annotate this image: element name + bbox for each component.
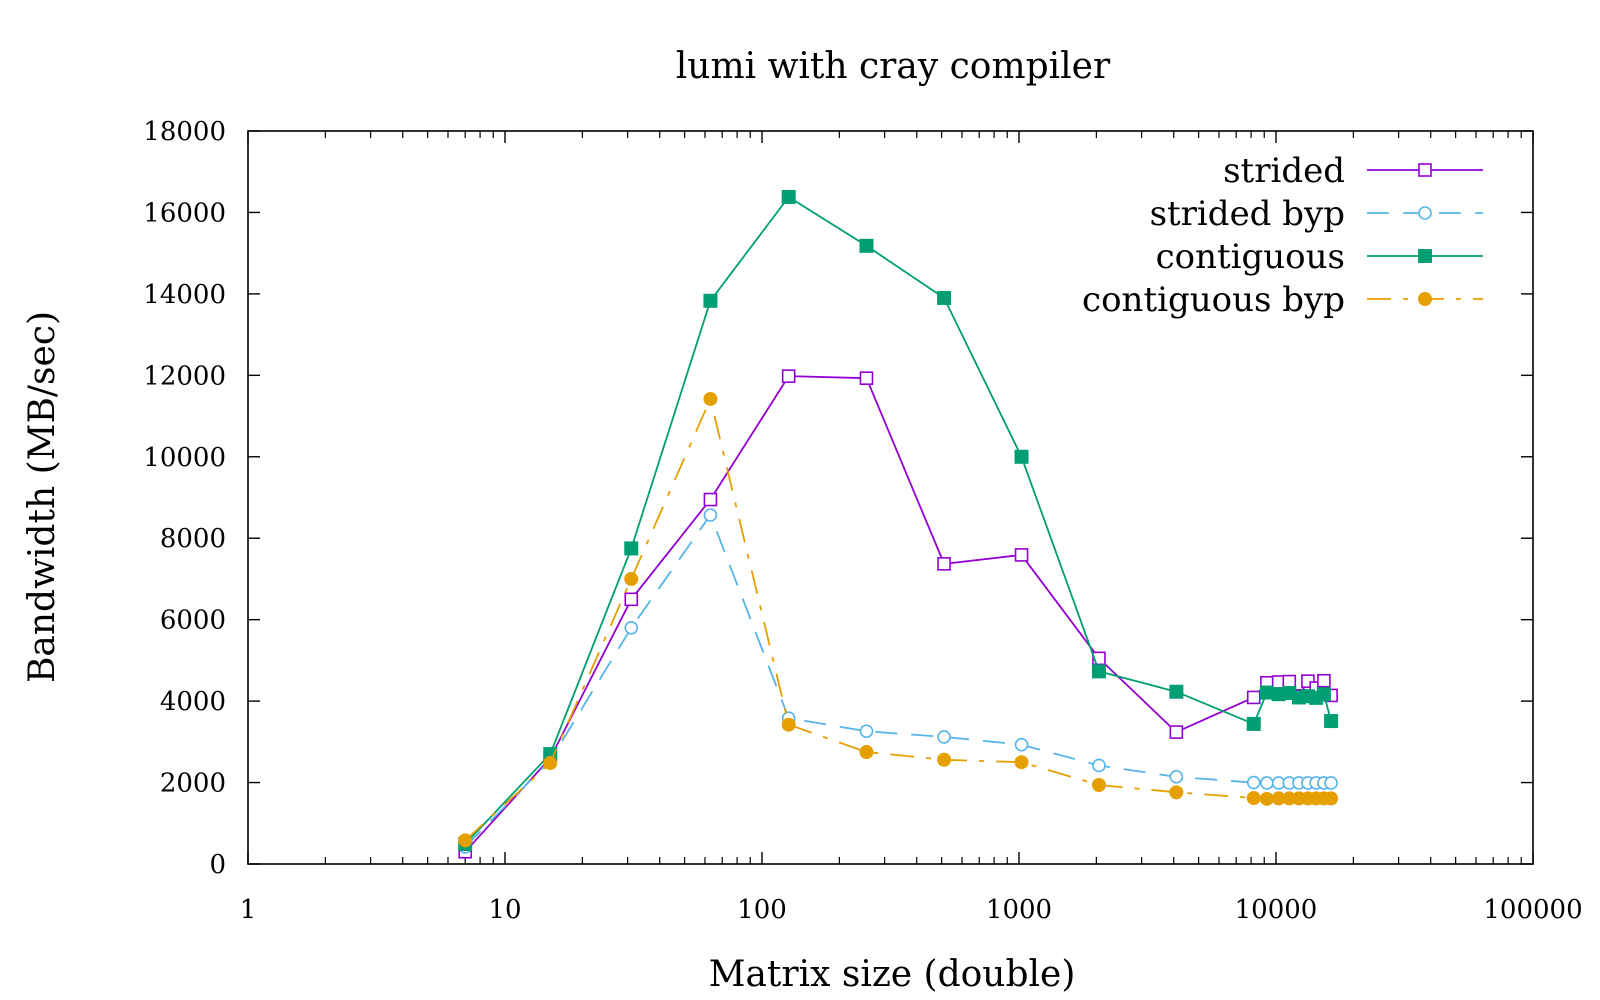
data-point-contiguous-byp: [458, 833, 473, 848]
data-point-strided: [1169, 725, 1184, 739]
data-point-contiguous-byp: [1091, 777, 1106, 792]
y-tick-label: 4000: [160, 687, 226, 717]
legend-marker-contiguous-byp: [1418, 292, 1432, 306]
axis-ticks: [247, 130, 1534, 865]
data-point-contiguous-byp: [703, 391, 718, 406]
y-tick-label: 16000: [143, 198, 226, 228]
data-point-contiguous-byp: [1169, 785, 1184, 800]
data-point-contiguous: [1091, 664, 1106, 679]
data-point-strided: [859, 371, 874, 385]
data-point-contiguous-byp: [543, 756, 558, 771]
data-point-strided-byp: [1324, 776, 1338, 790]
data-point-strided-byp: [859, 724, 874, 739]
series-layer: [458, 189, 1339, 859]
data-point-contiguous: [624, 541, 639, 556]
chart-title: lumi with cray compiler: [676, 46, 1111, 87]
series-line-strided-byp: [464, 514, 1332, 848]
plot-frame: [247, 130, 1534, 865]
data-point-contiguous-byp: [781, 717, 796, 732]
y-tick-label: 8000: [160, 524, 226, 554]
x-tick-label: 1000: [986, 895, 1052, 925]
data-point-contiguous: [781, 189, 796, 204]
legend-label-strided: strided: [1223, 151, 1345, 191]
data-point-contiguous: [859, 238, 874, 253]
legend-label-strided-byp: strided byp: [1150, 194, 1345, 234]
y-tick-label: 18000: [143, 117, 226, 147]
series-contiguous: [458, 189, 1339, 852]
data-point-contiguous: [1014, 449, 1029, 464]
data-point-contiguous: [1259, 685, 1274, 700]
x-tick-label: 1: [240, 895, 257, 925]
data-point-contiguous: [1246, 716, 1261, 731]
x-tick-label: 100000: [1483, 895, 1582, 925]
data-point-contiguous: [1324, 714, 1339, 729]
x-tick-label: 100: [737, 895, 787, 925]
y-tick-label: 14000: [143, 280, 226, 310]
data-point-strided-byp: [1246, 775, 1261, 790]
legend-label-contiguous-byp: contiguous byp: [1082, 280, 1345, 320]
data-point-contiguous: [1316, 687, 1331, 702]
data-point-strided: [624, 592, 639, 607]
data-point-contiguous-byp: [1014, 755, 1029, 770]
data-point-contiguous-byp: [1259, 791, 1274, 806]
data-point-contiguous-byp: [937, 752, 952, 767]
data-point-strided: [1282, 674, 1297, 689]
data-point-strided-byp: [624, 621, 639, 635]
axis-tick-labels: 0 2000 4000 6000 8000 10000 12000 14000 16000 180…: [143, 117, 1582, 925]
y-tick-label: 12000: [143, 361, 226, 391]
data-point-strided: [1014, 548, 1029, 562]
data-point-strided-byp: [1092, 758, 1106, 773]
data-point-contiguous-byp: [859, 745, 874, 760]
y-tick-label: 0: [209, 850, 226, 880]
data-point-contiguous: [703, 293, 718, 308]
data-point-strided: [1317, 673, 1331, 688]
x-axis-label: Matrix size (double): [709, 954, 1076, 995]
y-axis-label: Bandwidth (MB/sec): [22, 311, 63, 683]
data-point-strided-byp: [1260, 776, 1274, 790]
series-strided-byp: [458, 508, 1338, 854]
data-point-strided-byp: [703, 508, 718, 522]
data-point-strided: [937, 557, 951, 571]
data-point-strided-byp: [937, 730, 951, 744]
data-point-strided-byp: [1169, 770, 1184, 784]
series-strided: [458, 369, 1338, 859]
y-tick-label: 2000: [160, 769, 226, 799]
data-point-contiguous-byp: [1324, 791, 1339, 806]
y-tick-label: 10000: [143, 443, 226, 473]
x-tick-label: 10000: [1235, 895, 1318, 925]
data-point-contiguous: [1169, 684, 1184, 699]
data-point-strided: [1246, 690, 1261, 705]
legend-marker-strided-byp: [1418, 206, 1432, 220]
data-point-strided-byp: [1014, 737, 1029, 752]
series-line-strided: [464, 375, 1332, 853]
data-point-contiguous-byp: [624, 571, 639, 586]
legend-label-contiguous: contiguous: [1156, 237, 1345, 277]
series-contiguous-byp: [458, 391, 1339, 848]
data-point-contiguous-byp: [1246, 791, 1261, 806]
legend-marker-strided: [1418, 163, 1432, 177]
data-point-strided: [781, 369, 796, 383]
data-point-strided: [703, 492, 718, 507]
legend-marker-contiguous: [1418, 249, 1432, 263]
x-tick-label: 10: [488, 895, 521, 925]
series-line-contiguous-byp: [464, 398, 1332, 842]
y-tick-label: 6000: [160, 606, 226, 636]
data-point-contiguous: [937, 290, 952, 305]
